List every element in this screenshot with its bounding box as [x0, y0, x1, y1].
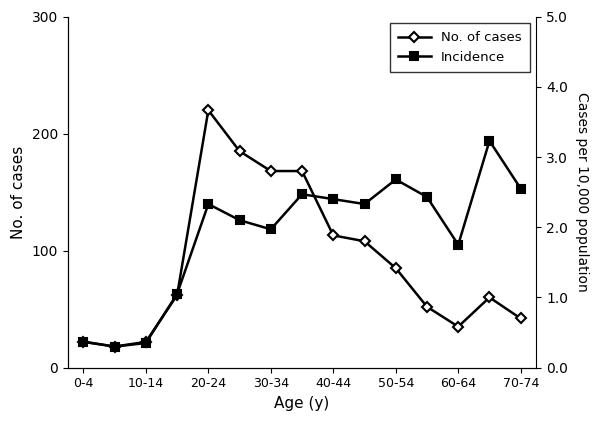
Incidence — [236, 218, 243, 223]
Incidence — [173, 291, 181, 296]
Incidence — [455, 242, 462, 247]
No. of cases — [361, 239, 368, 244]
No. of cases — [486, 295, 493, 300]
Legend: No. of cases, Incidence: No. of cases, Incidence — [390, 23, 530, 72]
Incidence — [205, 202, 212, 207]
No. of cases — [236, 149, 243, 154]
No. of cases — [455, 324, 462, 329]
No. of cases — [173, 292, 181, 298]
Incidence — [517, 186, 524, 191]
Incidence — [329, 197, 337, 202]
X-axis label: Age (y): Age (y) — [274, 396, 329, 411]
Incidence — [111, 344, 118, 349]
No. of cases — [142, 339, 149, 344]
Incidence — [486, 138, 493, 143]
No. of cases — [80, 339, 87, 344]
No. of cases — [111, 344, 118, 349]
Line: Incidence: Incidence — [80, 137, 524, 350]
Line: No. of cases: No. of cases — [80, 106, 524, 350]
Y-axis label: Cases per 10,000 population: Cases per 10,000 population — [575, 92, 589, 292]
No. of cases — [424, 304, 431, 309]
No. of cases — [517, 316, 524, 321]
Incidence — [361, 202, 368, 207]
Incidence — [392, 177, 400, 182]
Incidence — [424, 195, 431, 200]
Y-axis label: No. of cases: No. of cases — [11, 146, 26, 239]
No. of cases — [329, 233, 337, 238]
No. of cases — [298, 168, 305, 173]
No. of cases — [205, 108, 212, 113]
No. of cases — [392, 265, 400, 271]
No. of cases — [267, 168, 274, 173]
Incidence — [298, 192, 305, 197]
Incidence — [142, 341, 149, 346]
Incidence — [267, 227, 274, 232]
Incidence — [80, 339, 87, 344]
